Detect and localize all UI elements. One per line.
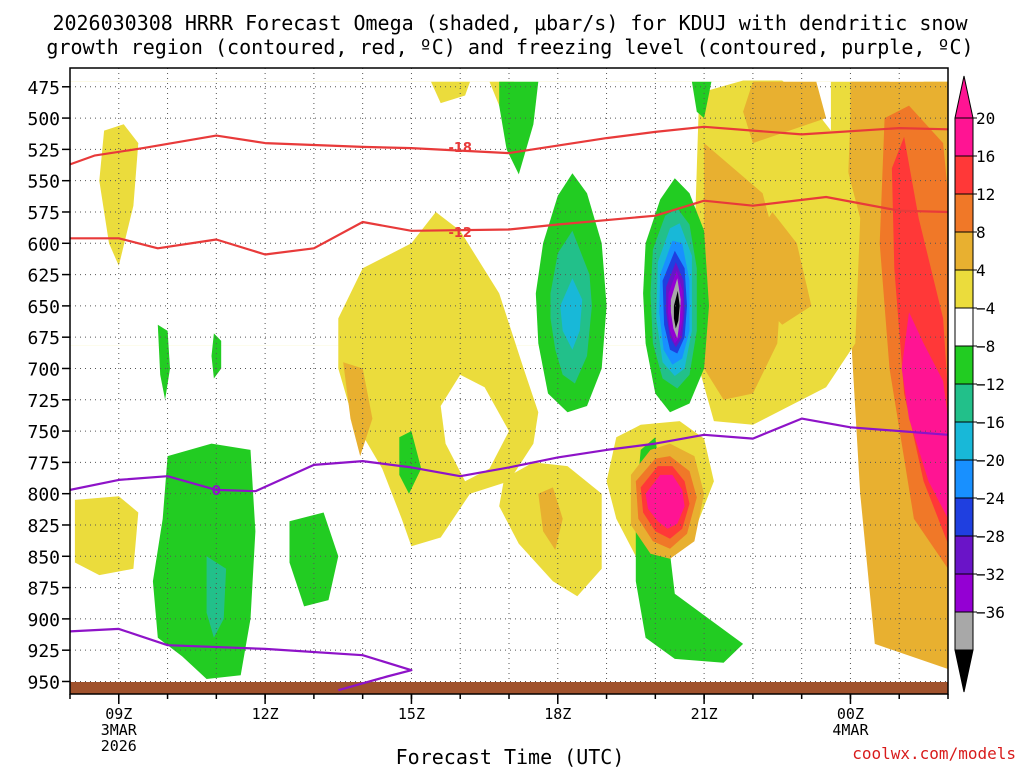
y-tick-label-11: 750 (27, 422, 60, 443)
isotherm-contours: -18 -12 0 (70, 125, 948, 692)
omega-region-24 (289, 512, 339, 607)
y-tick-label-19: 950 (27, 672, 60, 693)
colorbar-swatch-9 (954, 459, 974, 499)
x-tick-label-0-0: 09Z (105, 705, 132, 723)
colorbar-swatch-3 (954, 231, 974, 271)
y-tick-label-8: 675 (27, 328, 60, 349)
colorbar-swatch-4 (954, 269, 974, 309)
colorbar-label-4: 4 (976, 261, 986, 280)
y-tick-label-12: 775 (27, 453, 60, 474)
chart-title-line-1: 2026030308 HRRR Forecast Omega (shaded, … (52, 11, 968, 35)
y-tick-label-3: 550 (27, 172, 60, 193)
omega-region-40 (673, 290, 680, 329)
omega-region-14 (440, 374, 509, 482)
colorbar-label-13: −36 (976, 603, 1005, 622)
x-tick-label-5-1: 4MAR (832, 721, 869, 739)
x-tick-label-1-0: 12Z (252, 705, 279, 723)
y-tick-label-5: 600 (27, 234, 60, 255)
colorbar-swatch-11 (954, 535, 974, 575)
colorbar-swatch-0 (954, 117, 974, 157)
omega-region-22 (157, 324, 170, 400)
dgz-isotherm-line-1 (70, 195, 948, 256)
x-tick-label-0-2: 2026 (101, 737, 137, 755)
y-tick-label-7: 650 (27, 297, 60, 318)
omega-region-23 (211, 333, 222, 379)
y-tick-label-0: 475 (27, 78, 60, 99)
omega-region-11 (99, 124, 139, 266)
omega-region-27 (691, 81, 712, 119)
omega-region-21 (206, 556, 227, 638)
watermark: coolwx.com/models (852, 744, 1016, 763)
y-tick-label-9: 700 (27, 359, 60, 380)
freezing-level-line-0 (70, 417, 948, 493)
freezing-level-label-0: 0 (212, 484, 221, 499)
colorbar-label-1: 16 (976, 147, 995, 166)
colorbar-swatch-7 (954, 383, 974, 423)
dgz-isotherm-line-0 (70, 125, 948, 166)
colorbar-label-0: 20 (976, 109, 995, 128)
colorbar-swatch-5 (954, 307, 974, 347)
dgz-isotherm-label-1: -12 (448, 226, 472, 241)
colorbar-label-5: −4 (976, 299, 995, 318)
omega-region-15 (343, 362, 373, 457)
y-tick-label-13: 800 (27, 485, 60, 506)
omega-region-10 (704, 143, 783, 400)
omega-region-8 (743, 81, 827, 144)
colorbar-swatch-1 (954, 155, 974, 195)
colorbar-label-12: −32 (976, 565, 1005, 584)
omega-region-1 (70, 81, 831, 346)
x-axis-label: Forecast Time (UTC) (396, 745, 625, 768)
colorbar-swatch-13 (954, 611, 974, 651)
colorbar-label-2: 12 (976, 185, 995, 204)
colorbar-swatch-10 (954, 497, 974, 537)
plot-area: -18 -12 0 (70, 68, 948, 694)
colorbar-bottom-triangle (954, 649, 974, 693)
colorbar-swatch-8 (954, 421, 974, 461)
colorbar-label-7: −12 (976, 375, 1005, 394)
omega-region-5 (901, 312, 948, 519)
y-axis: 475 500 525 550 575 600 625 650 675 700 725 750 775 8… (27, 78, 70, 693)
x-tick-label-5-0: 00Z (837, 705, 864, 723)
x-tick-label-2-0: 15Z (398, 705, 425, 723)
colorbar-label-8: −16 (976, 413, 1005, 432)
colorbar: 20 16 12 8 4 −4 −8 −12 −16 −20 −24 −28 −32 −36 (954, 75, 1005, 693)
y-tick-label-14: 825 (27, 516, 60, 537)
y-tick-label-16: 875 (27, 579, 60, 600)
colorbar-label-6: −8 (976, 337, 995, 356)
colorbar-label-9: −20 (976, 451, 1005, 470)
omega-region-17 (538, 487, 563, 550)
colorbar-label-10: −24 (976, 489, 1005, 508)
omega-region-12 (74, 496, 139, 576)
y-tick-label-10: 725 (27, 391, 60, 412)
colorbar-label-11: −28 (976, 527, 1005, 546)
omega-region-20 (152, 443, 256, 679)
omega-region-31 (560, 278, 583, 350)
y-tick-label-4: 575 (27, 203, 60, 224)
chart-title-line-2: growth region (contoured, red, ºC) and f… (46, 35, 973, 59)
y-tick-label-2: 525 (27, 140, 60, 161)
x-tick-label-3-0: 18Z (544, 705, 571, 723)
colorbar-swatch-2 (954, 193, 974, 233)
colorbar-swatch-12 (954, 573, 974, 613)
x-tick-label-4-0: 21Z (691, 705, 718, 723)
y-tick-label-1: 500 (27, 109, 60, 130)
omega-region-26 (499, 81, 539, 175)
ground-surface-bar (70, 682, 948, 694)
y-tick-label-6: 625 (27, 266, 60, 287)
y-tick-label-15: 850 (27, 547, 60, 568)
x-tick-label-0-1: 3MAR (101, 721, 138, 739)
colorbar-label-3: 8 (976, 223, 986, 242)
y-tick-label-17: 900 (27, 610, 60, 631)
freezing-level-line-1 (70, 627, 413, 692)
dgz-isotherm-label-0: -18 (448, 141, 472, 156)
y-tick-label-18: 925 (27, 641, 60, 662)
colorbar-swatch-6 (954, 345, 974, 385)
